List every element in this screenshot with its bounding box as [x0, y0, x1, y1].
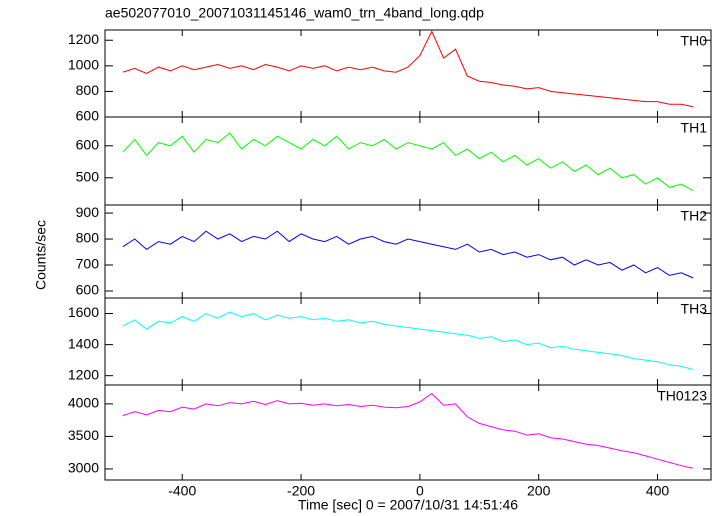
- x-tick-label: -200: [287, 483, 315, 499]
- y-tick-label: 1400: [68, 335, 99, 351]
- y-tick-label: 3500: [68, 427, 99, 443]
- y-tick-label: 800: [76, 82, 100, 98]
- y-tick-label: 600: [76, 282, 100, 298]
- panel-frame: [104, 204, 712, 299]
- y-tick-label: 4000: [68, 395, 99, 411]
- series-line: [122, 230, 694, 279]
- panel-frame: [104, 384, 712, 481]
- y-axis-label: Counts/sec: [33, 220, 49, 290]
- x-tick-label: 200: [527, 483, 551, 499]
- y-tick-label: 3000: [68, 460, 99, 476]
- y-tick-label: 800: [76, 230, 100, 246]
- x-tick-label: 0: [416, 483, 424, 499]
- y-tick-label: 1200: [68, 31, 99, 47]
- series-line: [122, 392, 694, 469]
- chart-title: ae502077010_20071031145146_wam0_trn_4ban…: [105, 5, 484, 21]
- series-label: TH3: [681, 301, 708, 317]
- y-tick-label: 600: [76, 137, 100, 153]
- panel-frame: [104, 29, 712, 118]
- series-line: [122, 30, 694, 108]
- y-tick-label: 600: [76, 108, 100, 124]
- series-label: TH2: [681, 208, 708, 224]
- panel-frame: [104, 297, 712, 386]
- x-tick-label: -400: [168, 483, 196, 499]
- series-label: TH1: [681, 120, 708, 136]
- y-tick-label: 500: [76, 169, 100, 185]
- y-tick-label: 1000: [68, 57, 99, 73]
- y-tick-label: 1600: [68, 304, 99, 320]
- x-tick-label: 400: [646, 483, 670, 499]
- series-line: [122, 132, 694, 192]
- series-label: TH0: [681, 33, 708, 49]
- y-tick-label: 900: [76, 204, 100, 220]
- y-tick-label: 700: [76, 256, 100, 272]
- x-axis-label: Time [sec] 0 = 2007/10/31 14:51:46: [298, 497, 518, 513]
- series-line: [122, 311, 694, 370]
- y-tick-label: 1200: [68, 366, 99, 382]
- panel-frame: [104, 116, 712, 206]
- series-label: TH0123: [657, 388, 707, 404]
